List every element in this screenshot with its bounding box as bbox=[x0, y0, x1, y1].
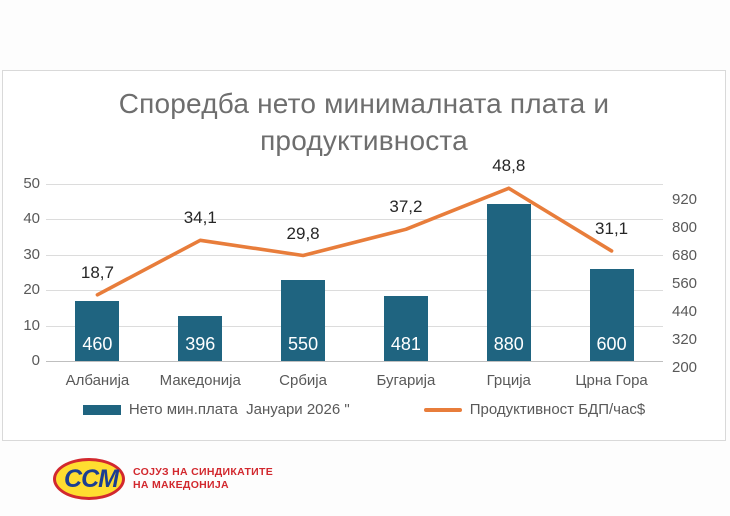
gridline bbox=[46, 325, 663, 327]
ssm-logo: ССМ СОЈУЗ НА СИНДИКАТИТЕ НА МАКЕДОНИЈА bbox=[53, 458, 273, 500]
bar-value-label: 550 bbox=[288, 334, 319, 354]
line-point-label: 18,7 bbox=[80, 262, 114, 282]
ssm-logo-ellipse: ССМ bbox=[53, 458, 125, 500]
right-axis-tick: 560 bbox=[672, 275, 698, 292]
left-axis-tick: 40 bbox=[23, 210, 40, 228]
right-axis-tick: 200 bbox=[672, 359, 698, 376]
right-axis-tick: 800 bbox=[672, 219, 698, 236]
line-series-swatch bbox=[423, 407, 462, 412]
ssm-logo-line2: НА МАКЕДОНИЈА bbox=[133, 479, 229, 491]
ssm-logo-line1: СОЈУЗ НА СИНДИКАТИТЕ bbox=[133, 466, 274, 478]
gridline bbox=[46, 290, 663, 292]
category-label-Србија: Србија bbox=[279, 372, 327, 389]
line-point-label: 31,1 bbox=[595, 218, 629, 238]
left-axis-tick: 50 bbox=[23, 175, 40, 192]
category-label-Грција: Грција bbox=[486, 372, 531, 389]
gridline bbox=[46, 361, 663, 362]
left-axis-tick: 30 bbox=[23, 245, 40, 263]
bar-Македонија bbox=[178, 315, 223, 361]
right-axis-tick: 680 bbox=[672, 247, 698, 264]
bar-value-label: 396 bbox=[185, 334, 216, 354]
line-point-label: 37,2 bbox=[389, 197, 423, 217]
line-point-label: 34,1 bbox=[183, 208, 217, 228]
bar-value-label: 600 bbox=[596, 334, 627, 354]
gridline bbox=[46, 219, 663, 221]
left-axis-tick: 0 bbox=[31, 352, 40, 369]
bar-value-label: 880 bbox=[493, 334, 524, 354]
bar-Бугарија bbox=[383, 296, 428, 361]
legend: Нето мин.плата Јануари 2026 " Продуктивн… bbox=[3, 401, 725, 418]
bar-Србија bbox=[281, 280, 326, 361]
category-label-Албанија: Албанија bbox=[65, 372, 130, 389]
bar-series-swatch bbox=[82, 404, 121, 415]
left-axis-tick: 20 bbox=[23, 281, 40, 299]
legend-item-productivity: Продуктивност БДП/час$ bbox=[423, 401, 646, 418]
chart-title: Споредба нето минималната плата и продук… bbox=[118, 88, 610, 156]
productivity-line-svg bbox=[95, 186, 614, 297]
right-axis-tick: 320 bbox=[672, 331, 698, 348]
bar-value-label: 481 bbox=[390, 334, 421, 354]
legend-label-net-min-wage: Нето мин.плата Јануари 2026 " bbox=[128, 401, 350, 418]
bar-Грција bbox=[486, 204, 531, 361]
category-label-Црна Гора: Црна Гора bbox=[575, 372, 648, 389]
chart-panel: Споредба нето минималната плата и продук… bbox=[2, 70, 726, 441]
ssm-monogram: ССМ bbox=[64, 464, 119, 493]
category-label-Македонија: Македонија bbox=[159, 372, 241, 389]
line-point-label: 29,8 bbox=[286, 223, 320, 243]
bar-value-label: 460 bbox=[82, 334, 113, 354]
category-label-Бугарија: Бугарија bbox=[376, 372, 436, 389]
right-axis-tick: 440 bbox=[672, 303, 698, 320]
line-point-label: 48,8 bbox=[492, 156, 526, 176]
gridline bbox=[46, 254, 663, 256]
legend-item-net-min-wage: Нето мин.плата Јануари 2026 " bbox=[82, 401, 350, 418]
bar-Црна Гора bbox=[589, 268, 634, 361]
ssm-logo-text: СОЈУЗ НА СИНДИКАТИТЕ НА МАКЕДОНИЈА bbox=[133, 466, 273, 492]
legend-label-productivity: Продуктивност БДП/час$ bbox=[469, 401, 646, 418]
bar-Албанија bbox=[75, 301, 120, 361]
gridline bbox=[46, 184, 663, 185]
left-axis-tick: 10 bbox=[23, 316, 40, 334]
right-axis-tick: 920 bbox=[672, 191, 698, 208]
plot-area: 0 10 20 30 40 50 200 320 440 560 680 800 920 460 Албан… bbox=[3, 71, 727, 442]
productivity-line bbox=[95, 186, 614, 297]
